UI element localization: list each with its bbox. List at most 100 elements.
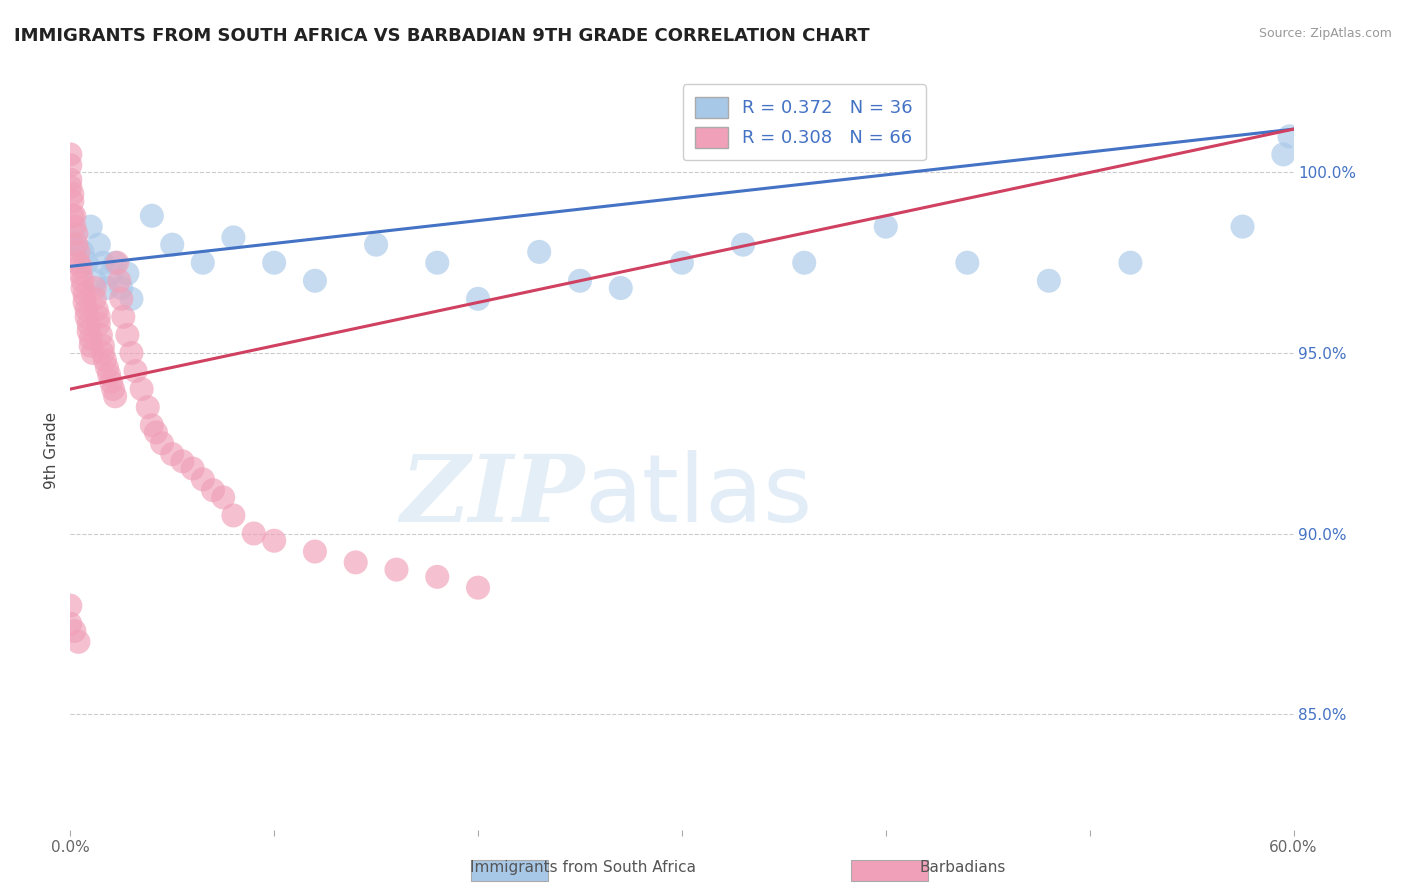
- Point: [385, 563, 408, 577]
- Text: atlas: atlas: [583, 450, 813, 542]
- Point: [162, 237, 183, 252]
- Point: [117, 267, 139, 281]
- Point: [875, 219, 897, 234]
- Point: [263, 533, 285, 548]
- Point: [121, 346, 143, 360]
- Text: IMMIGRANTS FROM SOUTH AFRICA VS BARBADIAN 9TH GRADE CORRELATION CHART: IMMIGRANTS FROM SOUTH AFRICA VS BARBADIA…: [14, 27, 870, 45]
- Point: [304, 274, 326, 288]
- Point: [1038, 274, 1060, 288]
- Point: [426, 570, 449, 584]
- Point: [124, 364, 146, 378]
- Point: [69, 260, 91, 274]
- Point: [76, 302, 98, 317]
- Point: [96, 360, 118, 375]
- Point: [145, 425, 167, 440]
- Point: [87, 317, 110, 331]
- Text: Immigrants from South Africa: Immigrants from South Africa: [471, 860, 696, 874]
- Point: [956, 256, 979, 270]
- Point: [60, 194, 83, 209]
- Point: [63, 219, 86, 234]
- Point: [59, 158, 82, 172]
- Point: [83, 281, 105, 295]
- Point: [202, 483, 225, 498]
- Point: [733, 237, 755, 252]
- Point: [243, 526, 266, 541]
- Point: [77, 317, 100, 331]
- Point: [98, 368, 121, 382]
- Text: Barbadians: Barbadians: [920, 860, 1007, 874]
- Point: [110, 292, 132, 306]
- Point: [529, 244, 551, 259]
- Point: [82, 346, 104, 360]
- Point: [212, 491, 235, 505]
- Point: [83, 274, 105, 288]
- Point: [181, 461, 204, 475]
- Point: [105, 256, 128, 270]
- Point: [76, 256, 98, 270]
- Point: [101, 382, 124, 396]
- Point: [72, 281, 94, 295]
- Point: [117, 327, 139, 342]
- Point: [73, 288, 96, 302]
- Point: [344, 555, 367, 569]
- Text: ZIP: ZIP: [399, 451, 583, 541]
- Point: [1232, 219, 1254, 234]
- Point: [65, 237, 87, 252]
- Point: [67, 256, 90, 270]
- Point: [104, 256, 127, 270]
- Point: [304, 544, 326, 558]
- Point: [96, 281, 118, 295]
- Point: [87, 237, 110, 252]
- Point: [67, 244, 90, 259]
- Point: [793, 256, 815, 270]
- Point: [59, 599, 82, 613]
- Point: [172, 454, 194, 468]
- Point: [568, 274, 592, 288]
- Point: [73, 295, 96, 310]
- Point: [77, 324, 100, 338]
- Point: [59, 230, 82, 244]
- Point: [162, 447, 183, 461]
- Point: [59, 147, 82, 161]
- Point: [59, 172, 82, 186]
- Point: [63, 624, 86, 638]
- Point: [104, 389, 127, 403]
- Point: [67, 635, 90, 649]
- Point: [1119, 256, 1142, 270]
- Y-axis label: 9th Grade: 9th Grade: [44, 412, 59, 489]
- Point: [191, 472, 214, 486]
- Point: [72, 244, 94, 259]
- Point: [263, 256, 285, 270]
- Point: [191, 256, 214, 270]
- Point: [79, 219, 103, 234]
- Point: [59, 616, 82, 631]
- Point: [94, 353, 117, 368]
- Point: [108, 274, 131, 288]
- Text: Source: ZipAtlas.com: Source: ZipAtlas.com: [1258, 27, 1392, 40]
- Point: [110, 281, 132, 295]
- Point: [610, 281, 633, 295]
- Point: [1272, 147, 1295, 161]
- Point: [83, 292, 105, 306]
- Point: [65, 237, 87, 252]
- Point: [59, 180, 82, 194]
- Point: [60, 187, 83, 202]
- Point: [131, 382, 153, 396]
- Point: [65, 227, 87, 241]
- Point: [79, 332, 103, 346]
- Point: [366, 237, 388, 252]
- Point: [76, 310, 98, 324]
- Point: [467, 581, 489, 595]
- Point: [150, 436, 173, 450]
- Legend: R = 0.372   N = 36, R = 0.308   N = 66: R = 0.372 N = 36, R = 0.308 N = 66: [683, 84, 925, 161]
- Point: [222, 230, 245, 244]
- Point: [69, 267, 91, 281]
- Point: [100, 375, 122, 389]
- Point: [87, 310, 110, 324]
- Point: [136, 400, 159, 414]
- Point: [91, 256, 114, 270]
- Point: [112, 310, 135, 324]
- Point: [222, 508, 245, 523]
- Point: [63, 209, 86, 223]
- Point: [90, 327, 112, 342]
